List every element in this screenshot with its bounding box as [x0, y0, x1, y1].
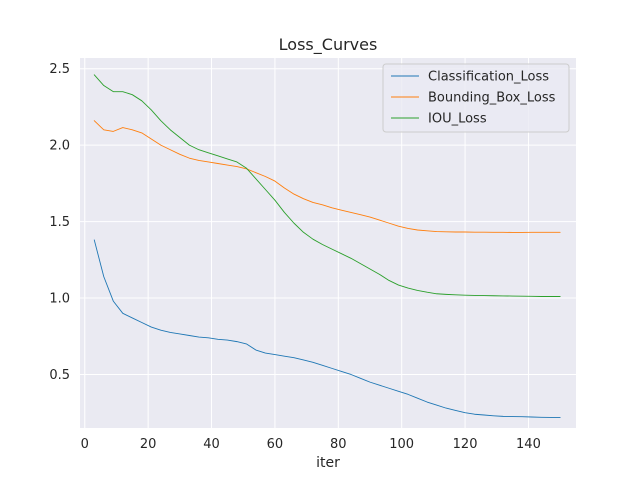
x-tick-label: 60	[267, 437, 284, 452]
y-tick-labels: 0.5 1.0 1.5 2.0 2.5	[49, 62, 70, 383]
x-tick-labels: 0 20 40 60 80 100 120 140	[81, 437, 541, 452]
y-tick-label: 2.0	[49, 139, 70, 154]
x-tick-label: 40	[203, 437, 220, 452]
series-line-iou-loss	[93, 74, 561, 297]
x-axis-label: iter	[316, 455, 340, 471]
series-lines	[93, 74, 561, 419]
y-tick-label: 1.5	[49, 215, 70, 230]
x-tick-label: 0	[81, 437, 89, 452]
legend-label: IOU_Loss	[428, 112, 487, 127]
y-tick-label: 2.5	[49, 62, 70, 77]
legend-label: Classification_Loss	[428, 70, 549, 85]
x-tick-label: 120	[453, 437, 478, 452]
y-tick-label: 0.5	[49, 368, 70, 383]
series-line-classification-loss	[93, 239, 561, 419]
legend: Classification_Loss Bounding_Box_Loss IOU_…	[382, 63, 570, 133]
y-tick-label: 1.0	[49, 292, 70, 307]
legend-box	[382, 63, 570, 133]
x-tick-label: 100	[389, 437, 414, 452]
chart-title: Loss_Curves	[279, 35, 378, 55]
x-tick-label: 20	[140, 437, 157, 452]
x-tick-label: 140	[516, 437, 541, 452]
series-line-bounding-box-loss	[93, 120, 561, 233]
x-tick-label: 80	[330, 437, 347, 452]
legend-label: Bounding_Box_Loss	[428, 91, 556, 106]
